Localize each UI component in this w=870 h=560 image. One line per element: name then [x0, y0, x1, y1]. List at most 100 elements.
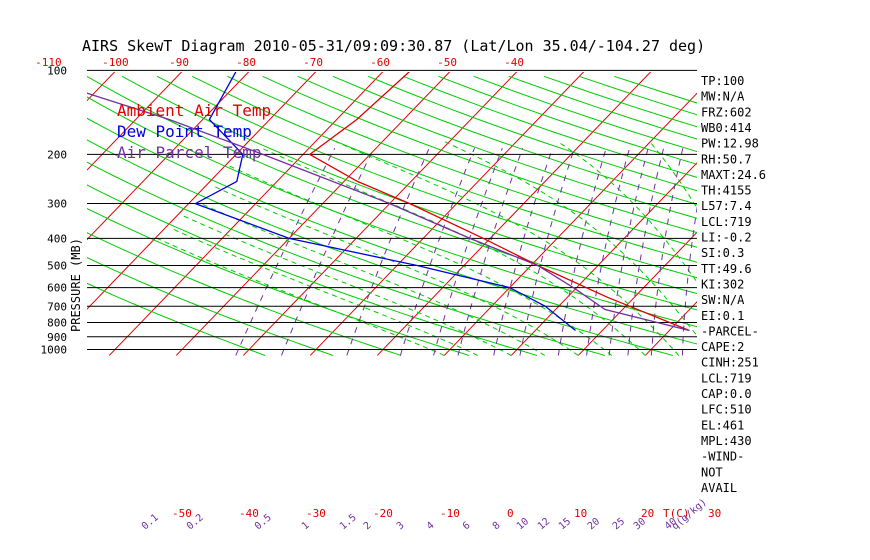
mixing-ratio-line: [608, 148, 649, 356]
top-tick-label: -60: [370, 56, 390, 69]
index-entry: AVAIL: [701, 481, 737, 495]
dry-adiabat-line: [191, 75, 697, 263]
legend-entry: Air Parcel Temp: [117, 143, 262, 162]
moist-adiabat-line: [213, 185, 579, 356]
mixing-ratio-line: [681, 205, 697, 356]
index-entry: KI:302: [701, 277, 744, 291]
dry-adiabat-line: [367, 75, 697, 192]
legend-entry: Ambient Air Temp: [117, 101, 271, 120]
mixing-ratio-line: [627, 148, 665, 356]
dry-adiabat-line: [332, 75, 697, 205]
bottom-tick-label: 30: [708, 507, 721, 520]
isotherm-line: [376, 72, 652, 356]
isotherm-line: [87, 72, 183, 171]
mixing-ratio-label: 25: [611, 516, 627, 532]
index-entry: LCL:719: [701, 215, 752, 229]
dry-adiabat-line: [297, 75, 697, 219]
mixing-ratio-label: 3: [395, 520, 407, 532]
mixing-ratio-label: 12: [536, 516, 552, 532]
mixing-ratio-label: 2: [362, 520, 374, 532]
mixing-ratio-label: 10: [515, 516, 531, 532]
pressure-tick-label: 500: [47, 259, 67, 272]
mixing-ratio-line: [650, 148, 684, 356]
isotherm-line: [510, 162, 697, 356]
dry-adiabat-line: [87, 75, 697, 311]
isobar-lines: [87, 69, 697, 351]
moist-adiabat-line: [200, 203, 546, 356]
dry-adiabat-line: [87, 282, 266, 356]
mixing-ratio-label: 6: [461, 520, 473, 532]
index-entry: MW:N/A: [701, 90, 745, 104]
pressure-tick-label: 300: [47, 198, 67, 211]
index-entry: LI:-0.2: [701, 231, 752, 245]
isotherm-line: [87, 72, 317, 310]
mixing-ratio-label: 0.1: [140, 512, 161, 532]
mixing-ratio-label: 1: [300, 520, 312, 532]
mixing-ratio-label: 20: [586, 516, 602, 532]
moist-adiabat-line: [444, 141, 697, 337]
mixing-ratio-line: [433, 148, 503, 356]
index-entry: FRZ:602: [701, 105, 752, 119]
dry-adiabat-line: [473, 75, 697, 153]
top-temperature-axis: -120-110-100-90-80-70-60-50-40: [35, 56, 524, 69]
legend-entry: Dew Point Temp: [117, 122, 252, 141]
top-tick-label: -110: [35, 56, 62, 69]
mixing-ratio-line: [493, 148, 553, 356]
mixing-ratio-line: [235, 147, 336, 356]
dry-adiabat-line: [87, 96, 697, 328]
index-entry: NOT: [701, 465, 723, 479]
mixing-ratio-line: [346, 147, 430, 356]
moist-adiabat-line: [181, 214, 512, 356]
index-entry: TP:100: [701, 74, 744, 88]
isotherm-line: [846, 64, 870, 355]
mixing-ratio-line: [457, 148, 524, 356]
dry-adiabat-line: [87, 232, 402, 356]
bottom-tick-label: -40: [239, 507, 259, 520]
bottom-temperature-axis: -50 -40 -30 -20 -10 0 10 20 30 T(C): [172, 507, 721, 520]
isotherm-line: [309, 72, 585, 356]
index-entry: -PARCEL-: [701, 324, 759, 338]
isotherm-line: [108, 72, 384, 356]
index-entry: MPL:430: [701, 434, 752, 448]
series-air-parcel-templine: [87, 92, 690, 332]
mixing-ratio-axis: 0.1 0.2 0.5 1 1.5 2 3 4 6 8 10 12 15 20 25 30 40q(g/kg): [140, 497, 709, 533]
index-entry: EI:0.1: [701, 309, 744, 323]
index-entry: SW:N/A: [701, 293, 745, 307]
index-entry: LFC:510: [701, 403, 752, 417]
moist-adiabat-line: [335, 141, 680, 356]
top-tick-label: -100: [102, 56, 129, 69]
bottom-tick-label: 10: [574, 507, 587, 520]
top-tick-label: -70: [303, 56, 323, 69]
bottom-tick-label: -50: [172, 507, 192, 520]
dry-adiabat-line: [438, 75, 697, 165]
pressure-tick-label: 100: [47, 64, 67, 77]
bottom-tick-label: 20: [641, 507, 654, 520]
index-entry: MAXT:24.6: [701, 168, 766, 182]
isotherm-line: [175, 72, 451, 356]
pressure-tick-label: 600: [47, 282, 67, 295]
series-ambient-air-templine: [308, 72, 690, 332]
dry-adiabat-line: [227, 75, 697, 248]
mixing-ratio-line: [519, 148, 575, 356]
sounding-series: [87, 72, 690, 332]
index-entry: TH:4155: [701, 184, 752, 198]
pressure-tick-label: 800: [47, 316, 67, 329]
legend: Ambient Air Temp Dew Point Temp Air Parcel…: [117, 101, 271, 162]
dry-adiabat-line: [156, 75, 697, 279]
series-dew-point-templine: [193, 72, 576, 332]
top-tick-label: -50: [437, 56, 457, 69]
index-entry: SI:0.3: [701, 246, 744, 260]
index-entry: LCL:719: [701, 371, 752, 385]
y-axis-label: PRESSURE (MB): [69, 238, 83, 332]
dry-adiabat-line: [87, 161, 606, 356]
moist-adiabat-line: [157, 237, 445, 356]
dry-adiabat-line: [87, 117, 697, 345]
pressure-tick-label: 700: [47, 300, 67, 313]
moist-adiabat-line: [261, 147, 646, 356]
index-entry: L57:7.4: [701, 199, 752, 213]
dry-adiabat-line: [403, 75, 697, 178]
mixing-ratio-label: 15: [557, 516, 573, 532]
